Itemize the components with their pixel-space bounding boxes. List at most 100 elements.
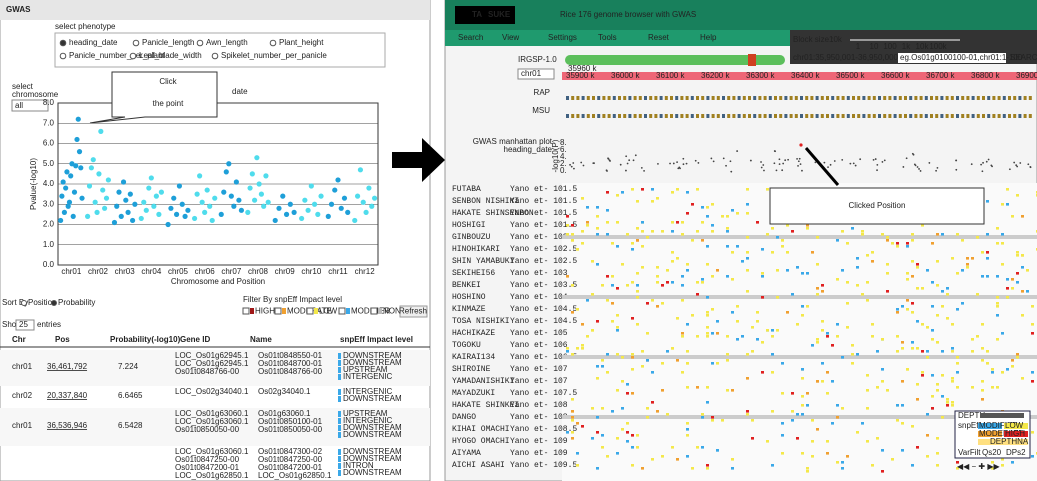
radio[interactable] [59,52,67,60]
point[interactable] [256,181,262,187]
point[interactable] [130,217,136,224]
point[interactable] [199,199,205,205]
search-box[interactable] [898,53,1006,63]
point[interactable] [197,173,203,179]
radio[interactable] [21,300,27,306]
point[interactable] [173,211,180,217]
point[interactable] [116,189,122,195]
point[interactable] [236,197,242,203]
point[interactable] [105,177,111,183]
point[interactable] [94,209,100,215]
point[interactable] [226,161,232,167]
show-select[interactable] [15,319,35,331]
menu-item[interactable]: View [502,33,519,42]
phenotype-option[interactable]: Panicle_length [142,38,194,47]
point[interactable] [88,165,94,171]
point[interactable] [60,179,66,185]
point[interactable] [280,193,286,199]
point[interactable] [311,201,318,207]
point[interactable] [254,155,260,161]
point[interactable] [228,193,234,199]
point[interactable] [65,203,71,209]
point[interactable] [345,209,351,215]
phenotype-option[interactable]: heading_date [69,38,118,47]
point[interactable] [287,201,293,207]
point[interactable] [231,203,237,209]
point[interactable] [78,165,84,171]
filter-option[interactable]: LOW [319,307,338,316]
radio[interactable] [129,52,137,60]
point[interactable] [171,195,177,201]
point[interactable] [148,175,154,181]
chromosome-select[interactable] [11,99,49,112]
point[interactable] [138,215,144,222]
point[interactable] [249,171,255,177]
point[interactable] [151,203,157,209]
point[interactable] [369,203,375,209]
point[interactable] [328,201,335,207]
point[interactable] [168,205,174,211]
point[interactable] [61,209,68,215]
chromosome[interactable]: chr01 [521,69,542,78]
point[interactable] [74,136,80,143]
point[interactable] [146,185,152,191]
point[interactable] [341,195,348,201]
point[interactable] [258,191,264,197]
point[interactable] [332,187,338,193]
radio[interactable] [132,39,140,47]
point[interactable] [143,207,149,213]
point[interactable] [209,217,215,224]
search-button[interactable]: SEARCH [1010,53,1037,62]
pos-link[interactable]: 20,337,840 [47,391,88,400]
point[interactable] [305,207,311,213]
point[interactable] [299,215,305,222]
filter-option[interactable]: HIGH [255,307,275,316]
point[interactable] [111,219,118,226]
pos-link[interactable]: 36,536,946 [47,421,88,430]
refresh-button[interactable] [399,305,428,318]
point[interactable] [202,209,208,215]
point[interactable] [325,213,331,219]
chr-select[interactable] [517,68,555,80]
point[interactable] [66,199,73,205]
point[interactable] [58,217,64,224]
radio[interactable] [269,39,277,47]
point[interactable] [98,128,104,134]
pos-link[interactable]: 36,461,792 [47,362,88,371]
point[interactable] [123,197,129,203]
point[interactable] [315,211,321,217]
point[interactable] [118,213,124,219]
point[interactable] [76,149,83,155]
radio[interactable] [211,52,219,60]
checkbox[interactable] [338,307,346,315]
point[interactable] [100,187,106,193]
point[interactable] [182,213,188,219]
phenotype-option[interactable]: Plant_height [279,38,324,47]
point[interactable] [283,211,290,217]
phenotype-option[interactable]: Panicle_number_per_plant [69,51,165,60]
point[interactable] [68,173,74,179]
point[interactable] [179,201,185,207]
point[interactable] [335,177,341,183]
point[interactable] [176,183,183,189]
point[interactable] [252,197,258,203]
point[interactable] [263,173,269,179]
point[interactable] [291,209,297,215]
point[interactable] [92,199,98,205]
point[interactable] [59,193,65,199]
point[interactable] [212,195,218,201]
filter-option[interactable]: NONE [383,307,406,316]
checkbox[interactable] [274,307,282,315]
phenotype-option[interactable]: Leaf_blade_width [139,51,202,60]
menu-item[interactable]: Help [700,33,717,42]
point[interactable] [194,191,200,197]
point[interactable] [360,199,366,205]
checkbox[interactable] [306,307,314,315]
point[interactable] [86,183,93,189]
point[interactable] [204,187,210,193]
chromosome-value[interactable]: all [15,101,23,110]
point[interactable] [207,203,213,209]
point[interactable] [261,203,267,209]
menu-item[interactable]: Reset [648,33,670,42]
point[interactable] [357,167,364,173]
